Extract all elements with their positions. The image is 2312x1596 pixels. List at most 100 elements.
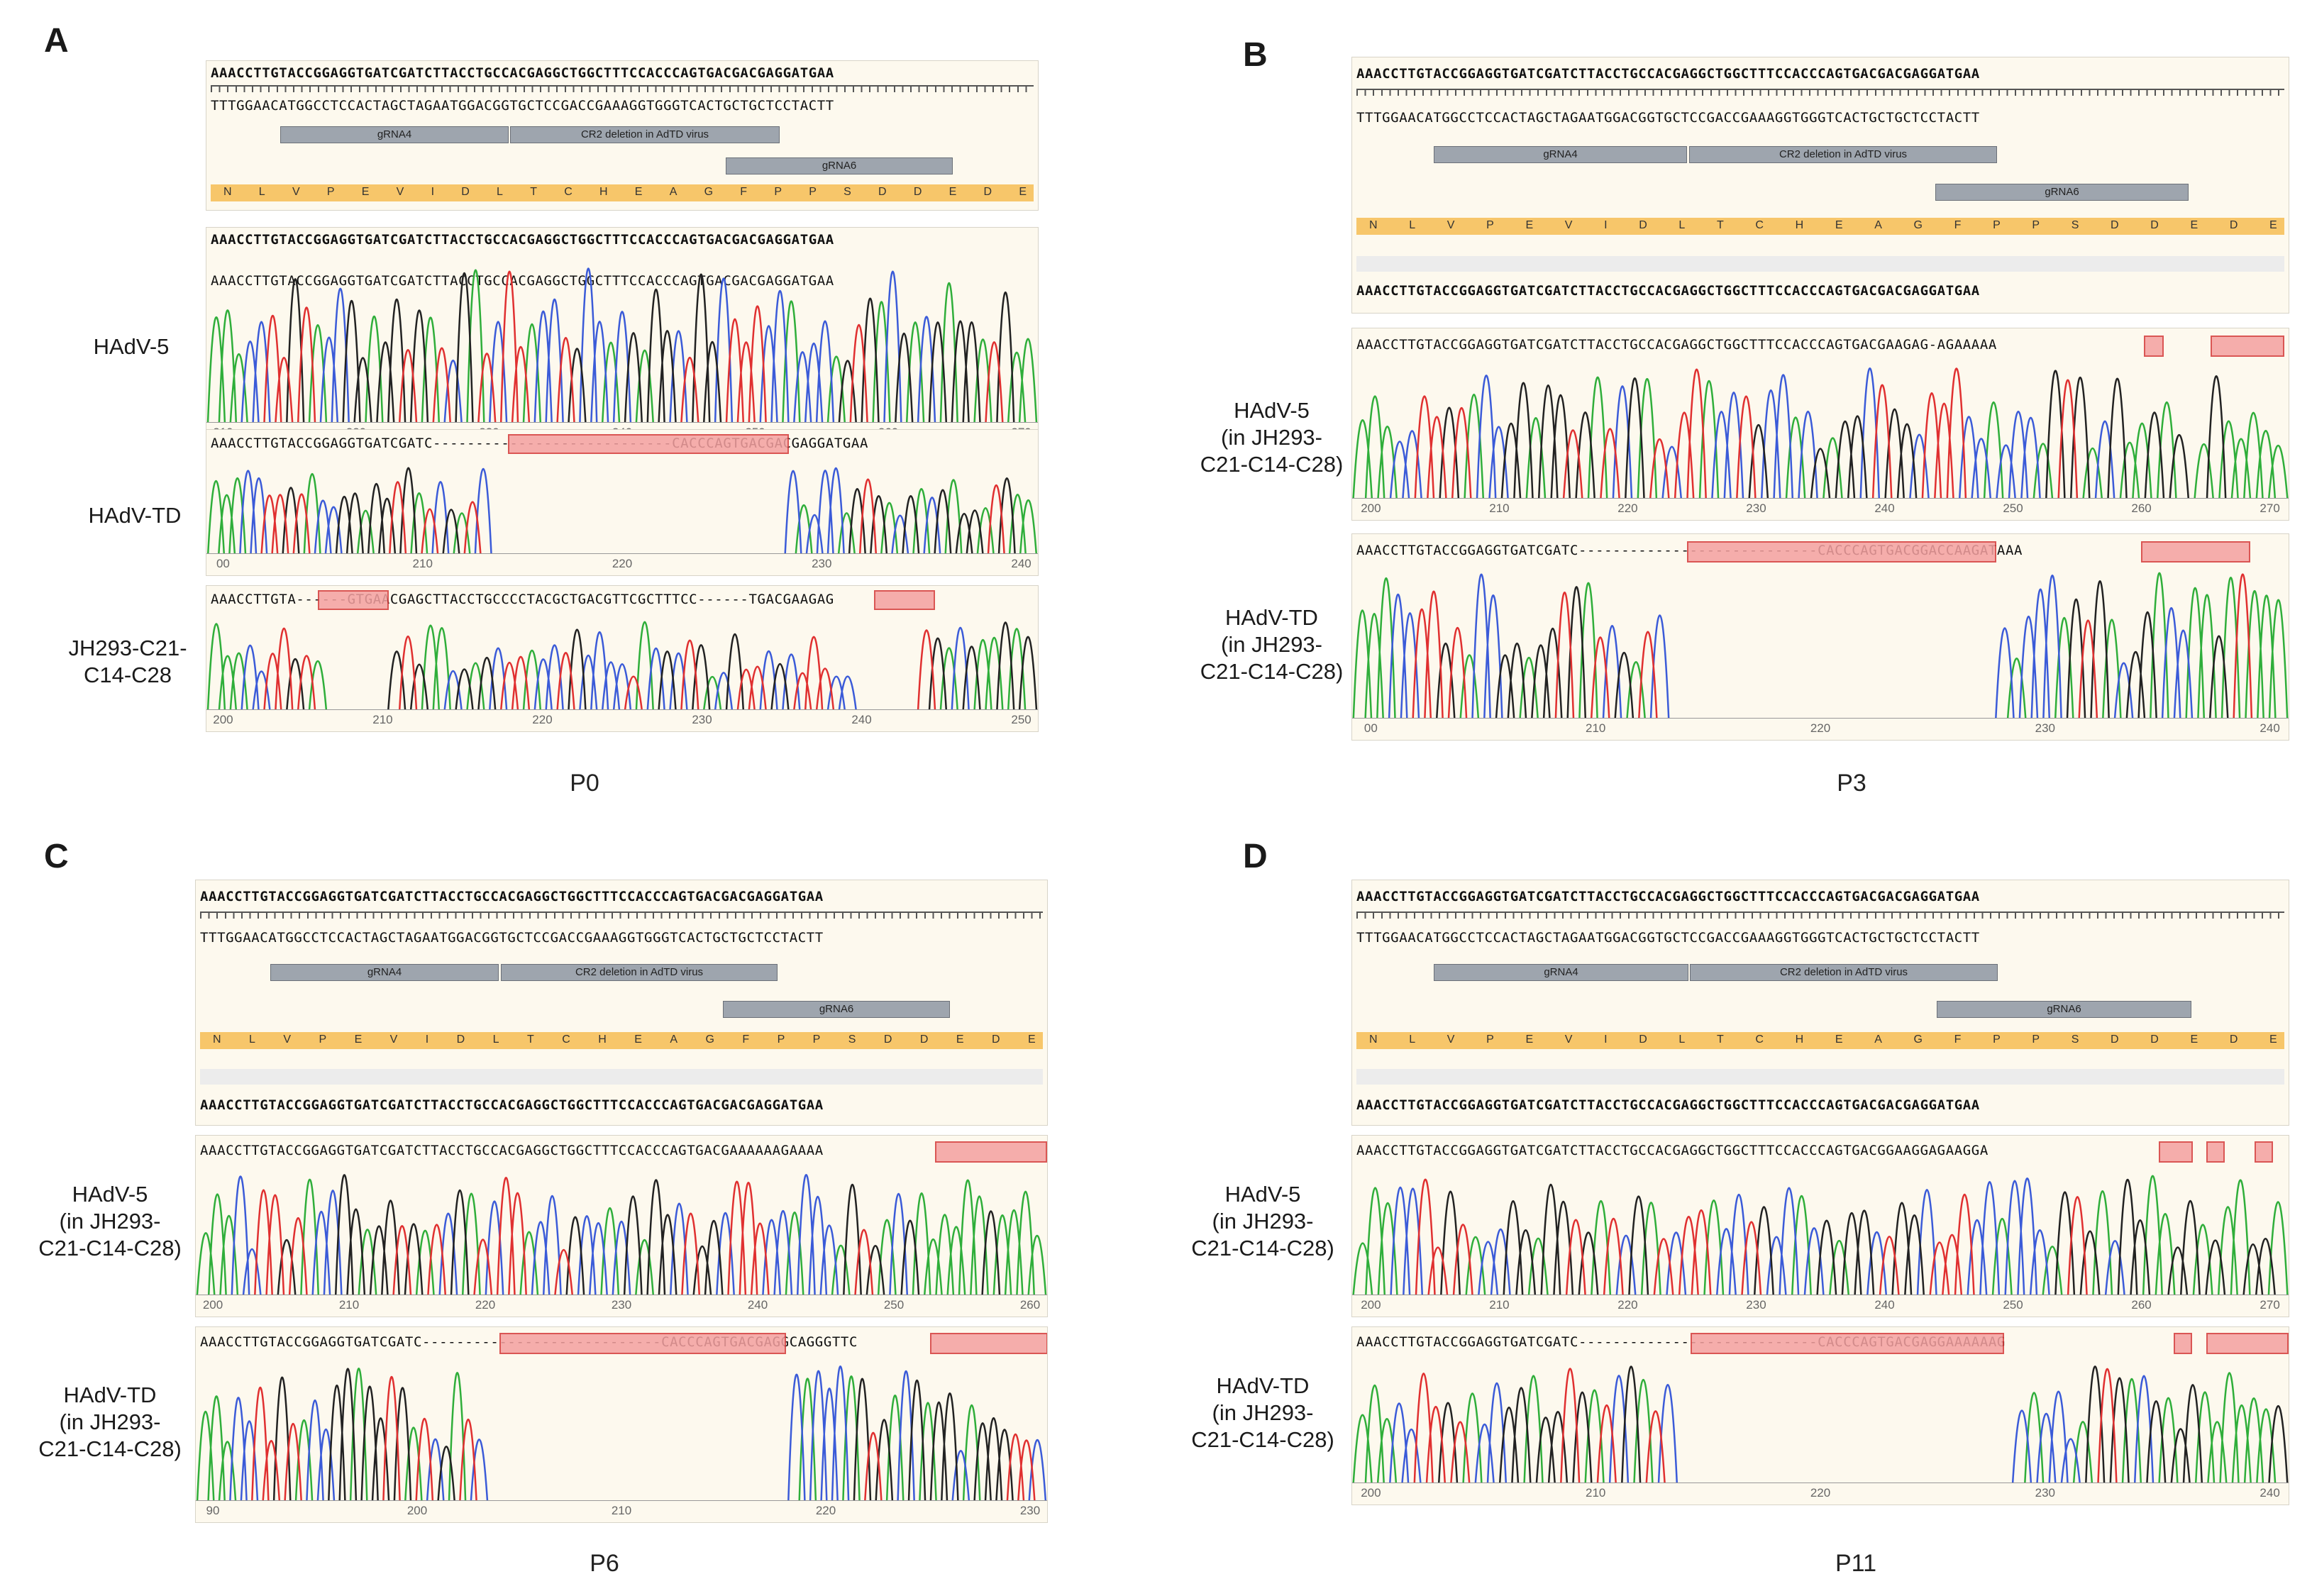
mismatch-highlight (930, 1333, 1047, 1354)
axis-tick-label: 240 (851, 713, 872, 726)
complement-sequence: TTTGGAACATGGCCTCCACTAGCTAGAATGGACGGTGCTC… (1356, 110, 1980, 126)
amino-acid-letter: D (2150, 1033, 2159, 1046)
amino-acid-letter: L (497, 186, 503, 198)
amino-acid-letter: T (1716, 219, 1724, 231)
reference-map: AAACCTTGTACCGGAGGTGATCGATCTTACCTGCCACGAG… (1351, 57, 2289, 314)
reference-sequence: AAACCTTGTACCGGAGGTGATCGATCTTACCTGCCACGAG… (1356, 889, 1980, 904)
grna6-feature: gRNA6 (1935, 184, 2189, 201)
amino-acid-letter: H (1795, 219, 1804, 231)
trace-g (272, 1368, 1014, 1501)
sample-label: HAdV-5 (in JH293- C21-C14-C28) (38, 1182, 182, 1260)
amino-acid-letter: I (1604, 219, 1608, 231)
chromatogram-traces (1352, 1365, 2289, 1483)
axis-tick-label: 260 (2131, 1298, 2152, 1312)
panel-caption: P6 (590, 1550, 619, 1577)
trace-c (229, 1365, 1047, 1501)
amino-acid-letter: L (258, 186, 265, 198)
amino-acid-letter: D (2229, 1033, 2238, 1046)
grna6-feature: gRNA6 (1937, 1001, 2191, 1018)
axis-tick-label: 220 (1810, 1486, 1831, 1500)
chromatogram-hadv5: AAACCTTGTACCGGAGGTGATCGATCTTACCTGCCACGAG… (195, 1135, 1048, 1317)
amino-acid-letter: G (705, 1033, 714, 1046)
axis-tick-label: 00 (216, 557, 230, 570)
amino-acid-letter: D (2111, 1033, 2119, 1046)
sample-sequence: AAACCTTGTACCGGAGGTGATCGATCTTACCTGCCACGAG… (1356, 337, 1997, 353)
axis-tick-label: 230 (2035, 721, 2055, 735)
amino-acid-letter: N (223, 186, 232, 198)
axis-tick-label: 210 (611, 1504, 632, 1517)
axis-tick-label: 220 (815, 1504, 836, 1517)
amino-acid-letter: D (919, 1033, 929, 1046)
axis-tick-label: 240 (2260, 721, 2280, 735)
amino-acid-letter: S (2071, 219, 2079, 231)
position-axis: 200 210 220 230 240 250 (206, 709, 1038, 731)
axis-tick-label: 210 (1586, 721, 1606, 735)
trace-c (1390, 1177, 2125, 1295)
amino-acid-letter: V (1564, 1033, 1573, 1046)
axis-tick-label: 250 (2003, 501, 2023, 515)
amino-acid-letter: P (1486, 219, 1494, 231)
amino-acid-letter: H (598, 1033, 607, 1046)
amino-acid-letter: C (562, 1033, 570, 1046)
axis-tick-label: 230 (611, 1298, 632, 1312)
chromatogram-traces (206, 267, 1038, 423)
reference-sequence: AAACCTTGTACCGGAGGTGATCGATCTTACCTGCCACGAG… (1356, 283, 1980, 299)
grna4-feature: gRNA4 (280, 126, 509, 143)
trace-t (1414, 367, 2079, 499)
sample-sequence: AAACCTTGTACCGGAGGTGATCGATCTTACCTGCCACGAG… (1356, 1143, 1989, 1158)
amino-acid-letter: C (1755, 1033, 1764, 1046)
trace-g (1435, 580, 2229, 719)
amino-acid-letter: L (492, 1033, 499, 1046)
trace-a (1352, 1372, 2277, 1483)
amino-acid-letter: V (1447, 1033, 1455, 1046)
amino-acid-letter: A (670, 1033, 678, 1046)
amino-acid-letter: E (2269, 219, 2277, 231)
amino-acid-letter: L (249, 1033, 255, 1046)
sample-label: HAdV-5 (93, 334, 170, 359)
amino-acid-letter: L (1409, 219, 1416, 231)
axis-tick-label: 200 (202, 1298, 223, 1312)
amino-acid-letter: A (1874, 219, 1882, 231)
amino-acid-letter: A (669, 186, 677, 198)
trace-a (206, 472, 1038, 554)
amino-acid-letter: S (2071, 1033, 2079, 1046)
chromatogram-hadv5: AAACCTTGTACCGGAGGTGATCGATCTTACCTGCCACGAG… (1351, 1135, 2289, 1317)
cr2-deletion-feature: CR2 deletion in AdTD virus (1690, 964, 1998, 981)
amino-acid-letter: D (2111, 219, 2119, 231)
panel-caption: P3 (1837, 770, 1866, 797)
sequence-ruler (1356, 911, 2284, 923)
sample-sequence: AAACCTTGTACCGGAGGTGATCGATCTTACCTGCCACGAG… (200, 1143, 824, 1158)
axis-tick-label: 210 (338, 1298, 360, 1312)
amino-acid-letter: P (777, 1033, 785, 1046)
trace-c (1388, 573, 2194, 719)
axis-tick-label: 250 (1011, 713, 1031, 726)
chromatogram-hadv-td: AAACCTTGTACCGGAGGTGATCGATC--------------… (1351, 1326, 2289, 1505)
amino-acid-letter: P (2032, 1033, 2040, 1046)
amino-acid-letter: V (396, 186, 404, 198)
amino-acid-letter: L (1678, 1033, 1686, 1046)
chromatogram-traces (196, 1174, 1047, 1295)
reference-sequence: AAACCTTGTACCGGAGGTGATCGATCTTACCTGCCACGAG… (200, 889, 824, 904)
mismatch-highlight (2206, 1333, 2289, 1354)
axis-tick-label: 230 (692, 713, 712, 726)
amino-acid-letter: F (740, 186, 748, 198)
trace-t (263, 627, 936, 710)
trace-c (240, 267, 936, 423)
trace-t (1415, 1178, 2088, 1295)
chromatogram-hadv5: AAACCTTGTACCGGAGGTGATCGATCTTACCTGCCACGAG… (206, 227, 1039, 445)
trace-a (196, 1178, 1047, 1295)
amino-acid-letter: P (809, 186, 817, 198)
amino-acid-letter: D (883, 1033, 892, 1046)
axis-tick-label: 220 (532, 713, 553, 726)
chromatogram-hadv-td: AAACCTTGTACCGGAGGTGATCGATC--------------… (195, 1326, 1048, 1523)
chromatogram-traces (206, 621, 1038, 710)
amino-acid-letter: D (456, 1033, 465, 1046)
amino-acid-letter: P (319, 1033, 327, 1046)
panel-caption: P11 (1835, 1550, 1876, 1577)
amino-acid-letter: P (1486, 1033, 1494, 1046)
reference-sequence: AAACCTTGTACCGGAGGTGATCGATCTTACCTGCCACGAG… (211, 232, 834, 248)
amino-acid-letter: D (461, 186, 470, 198)
trace-g (286, 621, 1038, 710)
trace-c (1389, 367, 2115, 499)
